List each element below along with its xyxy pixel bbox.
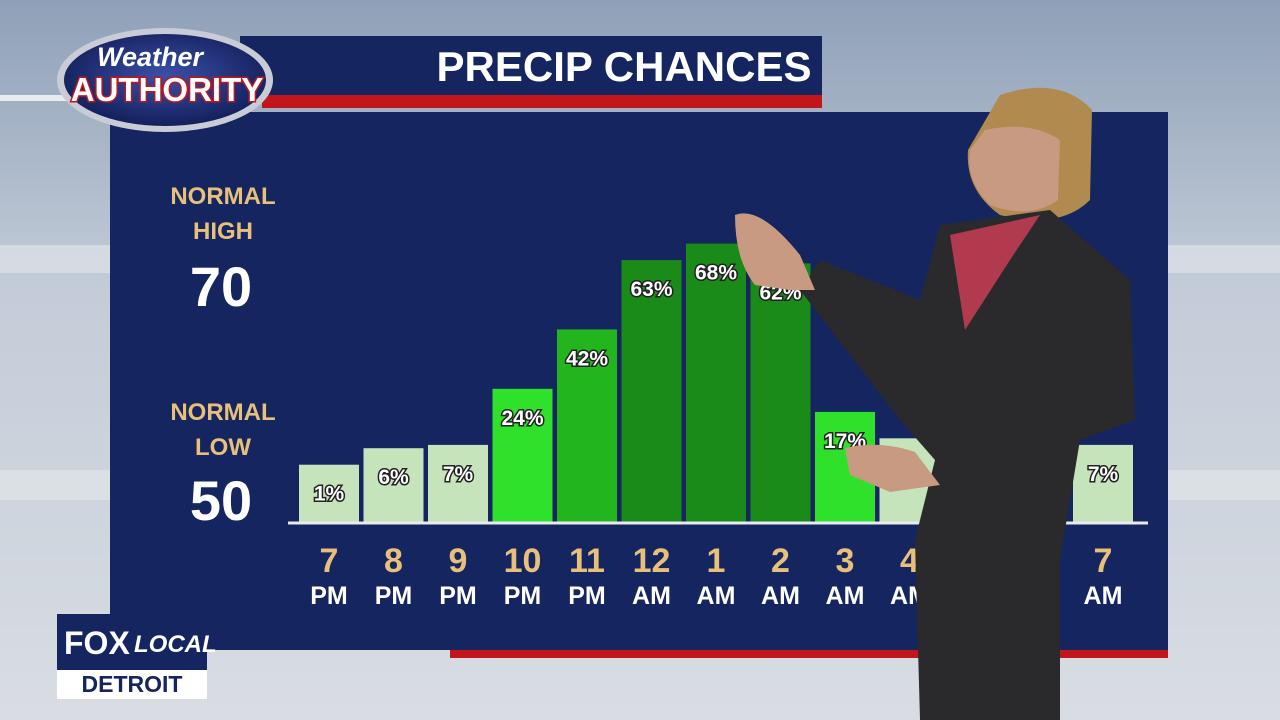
x-tick-period: AM — [1084, 582, 1123, 610]
presenter — [735, 87, 1135, 720]
bar — [363, 448, 424, 523]
station-brand: FOX — [64, 625, 130, 661]
normal-low: 50 — [190, 469, 252, 532]
normal-high-label: NORMAL HIGH — [170, 183, 275, 245]
x-tick-period: PM — [375, 582, 413, 610]
x-tick-hour: 3 — [836, 542, 855, 580]
logo-text: Weather — [97, 42, 205, 72]
value-label: 7% — [1088, 463, 1119, 486]
panel-accent — [450, 650, 1168, 658]
value-label: 1% — [314, 483, 345, 506]
value-label: 63% — [630, 278, 672, 301]
bar — [492, 388, 553, 523]
x-tick-hour: 7 — [1094, 542, 1113, 580]
value-label: 6% — [378, 466, 409, 489]
station-brand-suffix: LOCAL — [134, 631, 217, 658]
x-tick-period: PM — [310, 582, 348, 610]
title-accent — [262, 95, 822, 108]
x-tick-hour: 2 — [771, 542, 790, 580]
station-city-box — [57, 670, 207, 699]
value-label: 7% — [443, 463, 474, 486]
bar — [557, 329, 617, 523]
bar — [428, 444, 488, 523]
bar — [750, 263, 811, 523]
x-tick-period: AM — [697, 582, 736, 610]
bar — [299, 464, 359, 523]
bar — [686, 243, 746, 523]
x-tick-hour: 7 — [320, 542, 339, 580]
station-city: DETROIT — [82, 671, 183, 697]
x-tick-period: AM — [632, 582, 671, 610]
chart-title: PRECIP CHANCES — [437, 43, 812, 90]
x-tick-hour: 9 — [449, 542, 468, 580]
x-tick-period: PM — [504, 582, 542, 610]
bar — [621, 260, 682, 523]
normal-low-label: NORMAL LOW — [170, 399, 275, 461]
value-label: 68% — [695, 262, 737, 285]
x-tick-hour: 4 — [900, 542, 919, 580]
x-tick-hour: 10 — [504, 542, 542, 580]
title-bar — [240, 36, 822, 98]
x-tick-period: PM — [439, 582, 477, 610]
x-tick-period: AM — [826, 582, 865, 610]
station-logo — [57, 614, 207, 670]
x-tick-hour: 12 — [633, 542, 671, 580]
value-label: 24% — [501, 407, 543, 430]
logo — [64, 34, 266, 126]
x-tick-hour: 8 — [384, 542, 403, 580]
x-tick-hour: 1 — [707, 542, 726, 580]
logo-text: AUTHORITY — [71, 71, 264, 108]
value-label: 42% — [566, 347, 608, 370]
bar — [1073, 444, 1133, 523]
x-tick-hour: 11 — [569, 542, 605, 580]
x-tick-period: PM — [568, 582, 606, 610]
x-tick-period: AM — [761, 582, 800, 610]
normal-high: 70 — [190, 255, 252, 318]
